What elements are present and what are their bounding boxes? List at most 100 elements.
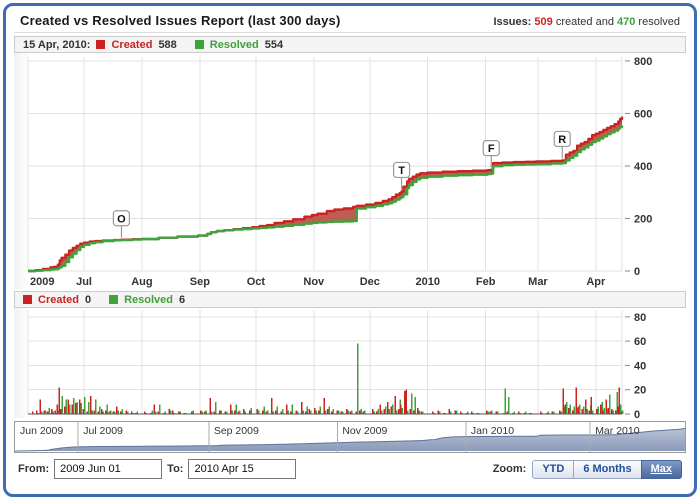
created-bar: [218, 410, 221, 414]
main-chart[interactable]: 2009 Jul Aug Sep Oct Nov Dec 2010 Feb Mar Apr 0 200 4…: [14, 53, 686, 289]
created-bar: [413, 410, 415, 414]
created-bar: [50, 409, 53, 414]
resolved-bar: [110, 410, 112, 414]
daily-bar-chart[interactable]: 0 20 40 60 80: [14, 308, 686, 421]
created-bar: [336, 410, 339, 414]
resolved-bar: [276, 406, 278, 414]
event-flag-f: F: [482, 140, 500, 168]
bar-chart-legend: Created 0 Resolved 6: [14, 291, 686, 308]
issues-summary: Issues: 509 created and 470 resolved: [493, 16, 680, 28]
daily-bars: [32, 343, 624, 414]
created-bar: [394, 395, 396, 414]
resolved-bar: [622, 410, 624, 414]
x-axis-label: Feb: [476, 276, 496, 288]
created-bar: [409, 409, 411, 414]
x-axis-label: Nov: [303, 276, 325, 288]
x-axis-label: Aug: [131, 276, 152, 288]
created-bar: [230, 404, 232, 414]
resolved-bar: [472, 412, 475, 414]
resolved-bar: [151, 410, 153, 414]
created-bar: [71, 404, 73, 414]
created-bar: [562, 388, 565, 414]
resolved-bar: [239, 410, 241, 414]
resolved-bar: [106, 404, 108, 414]
created-bar: [618, 387, 621, 414]
created-bar: [620, 411, 622, 414]
created-bar: [93, 410, 96, 414]
resolved-bar: [341, 411, 344, 414]
resolved-bar: [65, 399, 67, 414]
issues-summary-middle: created and: [552, 16, 617, 28]
resolved-bar: [158, 404, 161, 414]
resolved-bar: [560, 411, 562, 414]
created-bar: [605, 399, 608, 414]
to-date-input[interactable]: [188, 459, 297, 479]
legend-date: 15 Apr, 2010:: [23, 38, 91, 51]
issues-summary-prefix: Issues:: [493, 16, 532, 28]
created-bar: [116, 406, 118, 414]
report-window: Created vs Resolved Issues Report (last …: [3, 3, 697, 497]
resolved-bar: [267, 410, 269, 414]
resolved-bar: [616, 392, 618, 414]
resolved-bar: [603, 407, 605, 414]
created-bar: [379, 404, 382, 414]
resolved-bar: [407, 410, 409, 414]
resolved-bar: [155, 411, 157, 414]
created-bar: [108, 411, 111, 414]
x-axis-label: Sep: [190, 276, 210, 288]
navigator-line: [14, 427, 686, 452]
created-bar: [56, 404, 58, 414]
zoom-button-max[interactable]: Max: [640, 459, 682, 479]
resolved-bar: [401, 407, 404, 414]
created-bar: [358, 410, 361, 414]
created-bar: [476, 412, 479, 414]
resolved-bar: [117, 410, 120, 414]
created-bar: [39, 399, 42, 414]
created-swatch-icon: [96, 40, 106, 49]
resolved-bar: [235, 404, 237, 414]
event-flag-letter: F: [488, 143, 495, 155]
resolved-bar: [347, 410, 349, 414]
x-axis-label: 2010: [415, 276, 439, 288]
created-bar: [596, 409, 598, 414]
y-axis-label: 20: [634, 385, 646, 397]
created-bar: [75, 403, 77, 414]
created-bar: [601, 410, 604, 414]
created-bar: [43, 410, 45, 414]
resolved-bar: [504, 388, 506, 414]
resolved-bar: [328, 406, 331, 414]
created-bar: [528, 412, 531, 414]
created-bar: [540, 411, 542, 414]
from-date-input[interactable]: [54, 459, 163, 479]
resolved-bar: [44, 410, 47, 414]
created-bar: [571, 410, 574, 414]
created-bar: [486, 410, 488, 414]
bar-chart-svg: 0 20 40 60 80: [27, 310, 646, 421]
resolved-bar: [414, 397, 417, 414]
created-bar: [577, 406, 580, 414]
resolved-bar: [461, 412, 463, 414]
zoom-button-6-months[interactable]: 6 Months: [573, 459, 642, 479]
resolved-bar: [61, 395, 64, 414]
created-bar: [523, 412, 525, 414]
y-axis-label: 0: [634, 266, 640, 278]
created-bar: [286, 404, 288, 414]
created-legend-label: Created: [38, 293, 79, 306]
created-bar: [551, 411, 553, 414]
resolved-bar: [351, 410, 353, 414]
to-label: To:: [167, 463, 184, 475]
resolved-bar: [450, 411, 452, 414]
created-bar: [289, 411, 292, 414]
x-axis-label: Jul: [76, 276, 92, 288]
resolved-bar: [491, 410, 493, 414]
y-axis-label: 800: [634, 56, 652, 68]
resolved-bar: [250, 407, 252, 414]
created-bar: [134, 412, 137, 414]
created-bar: [301, 401, 303, 414]
created-bar: [443, 412, 445, 414]
zoom-button-ytd[interactable]: YTD: [532, 459, 575, 479]
resolved-bar: [395, 410, 398, 414]
resolved-bar: [136, 411, 138, 414]
resolved-bar: [244, 411, 247, 414]
timeline-navigator[interactable]: Jun 2009 Jul 2009 Sep 2009 Nov 2009 Jan 2010…: [14, 421, 686, 453]
